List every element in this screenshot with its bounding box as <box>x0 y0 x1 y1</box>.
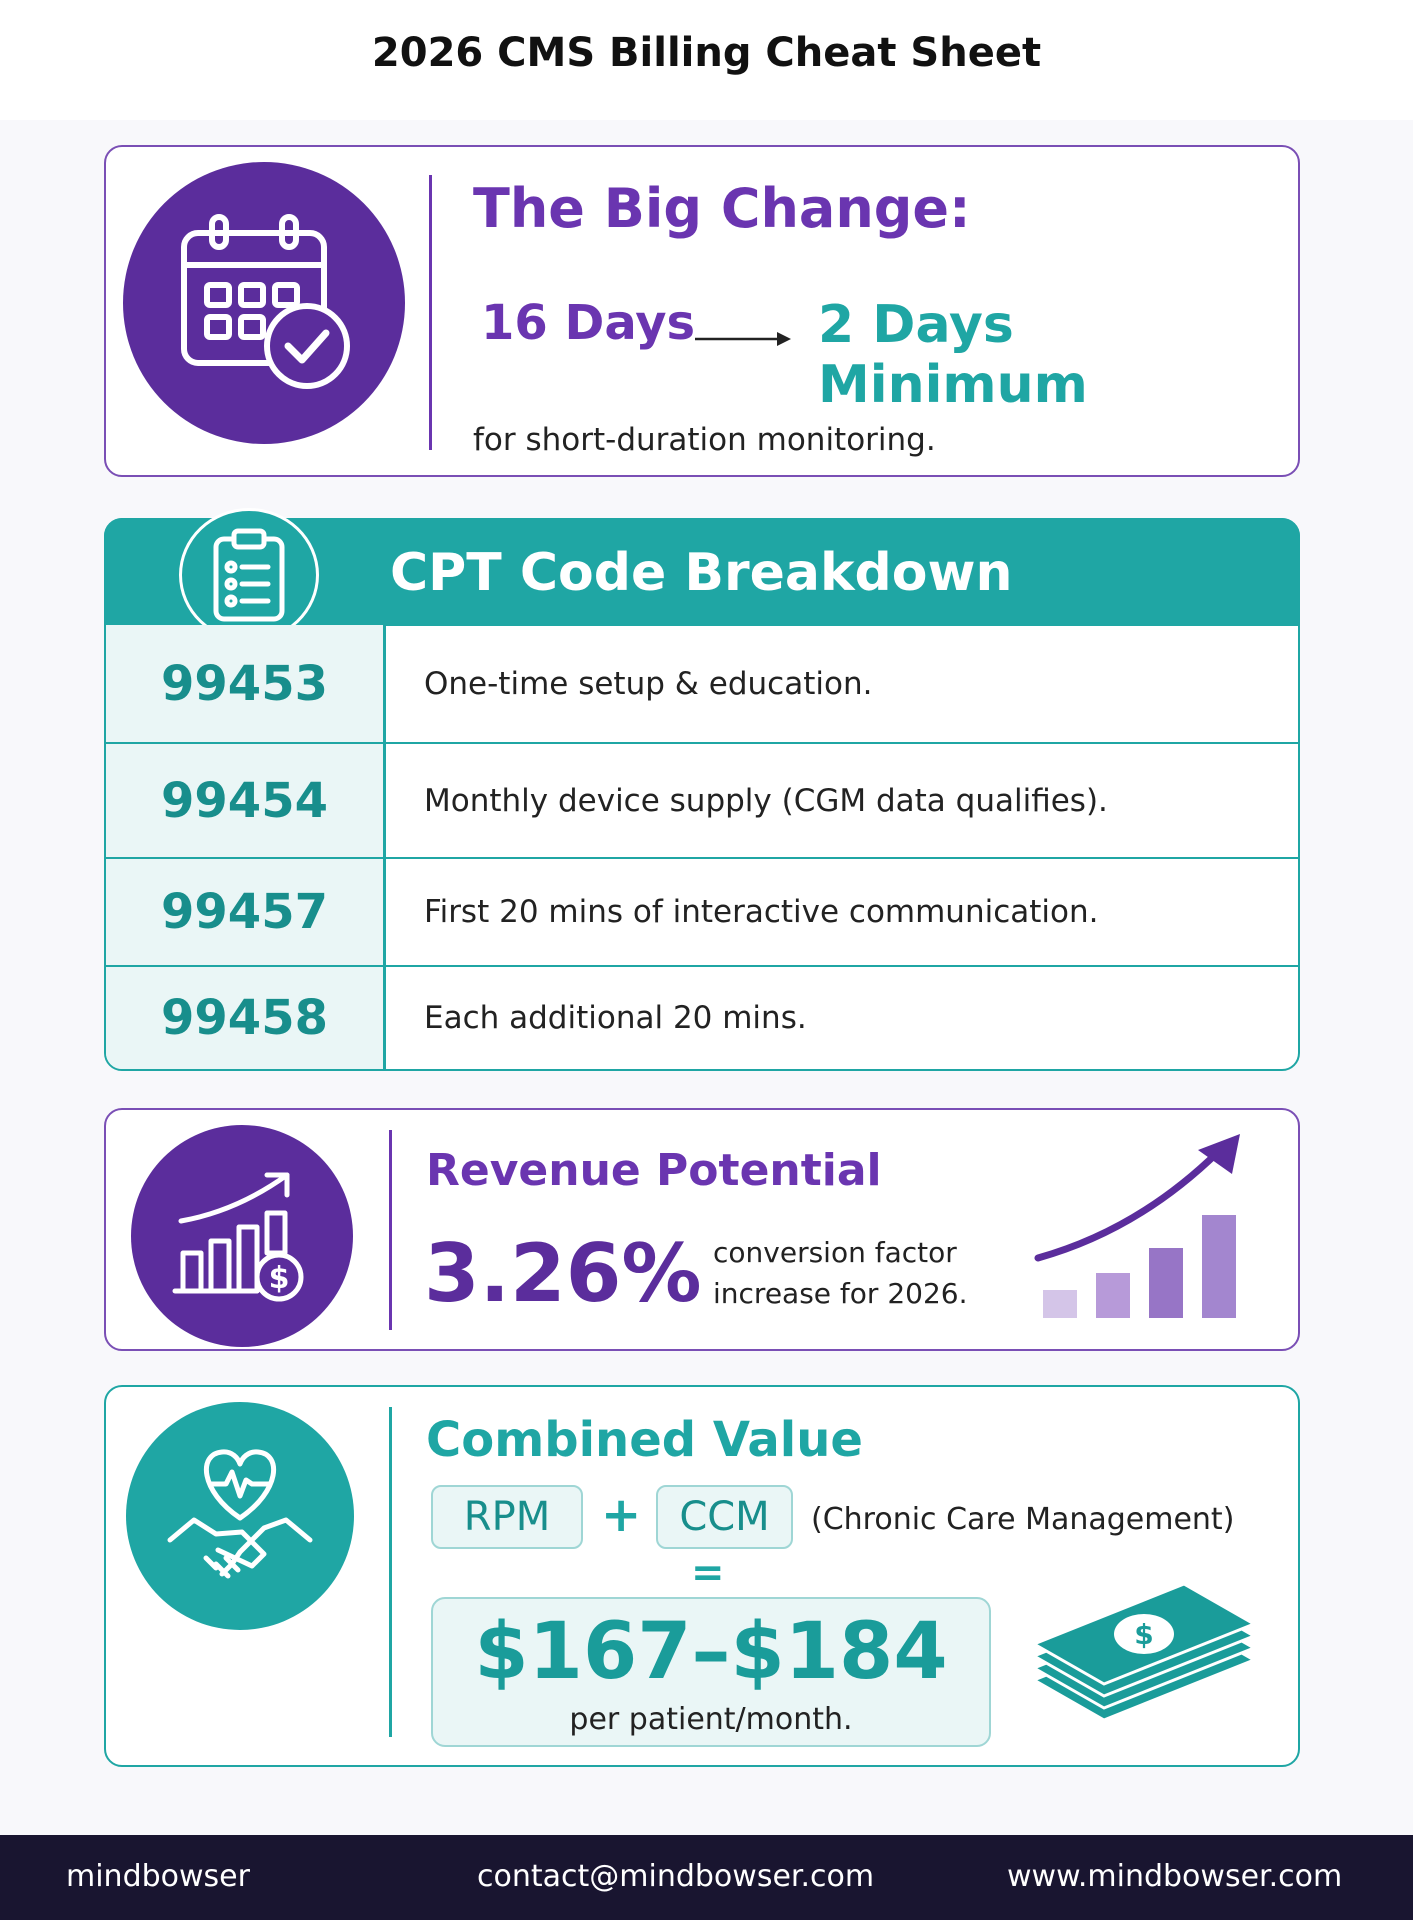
cpt-description: Each additional 20 mins. <box>424 1000 807 1036</box>
days-to: 2 Days Minimum <box>818 295 1088 415</box>
table-row: 99457 First 20 mins of interactive commu… <box>106 857 1298 965</box>
website-link[interactable]: www.mindbowser.com <box>1007 1859 1343 1894</box>
revenue-circle: $ <box>131 1125 353 1347</box>
calendar-circle <box>123 162 405 444</box>
table-row: 99454 Monthly device supply (CGM data qu… <box>106 742 1298 857</box>
revenue-note: conversion factor increase for 2026. <box>713 1232 967 1314</box>
plus-sign: + <box>601 1487 642 1543</box>
equals-sign: = <box>691 1550 725 1596</box>
cpt-code: 99454 <box>106 744 386 857</box>
cpt-code: 99457 <box>106 859 386 965</box>
divider <box>429 175 432 450</box>
svg-text:$: $ <box>269 1261 290 1296</box>
rpm-pill: RPM <box>431 1485 583 1549</box>
svg-text:$: $ <box>1134 1618 1153 1651</box>
clipboard-list-icon <box>213 528 285 622</box>
revenue-note-line2: increase for 2026. <box>713 1277 968 1310</box>
heart-handshake-icon <box>167 1449 313 1579</box>
big-change-card: The Big Change: 16 Days 2 Days Minimum f… <box>104 145 1300 477</box>
contact-email[interactable]: contact@mindbowser.com <box>477 1859 875 1894</box>
table-row: 99453 One-time setup & education. <box>106 625 1298 742</box>
combined-heading: Combined Value <box>426 1412 863 1468</box>
total-amount: $167–$184 <box>474 1607 948 1697</box>
ccm-note: (Chronic Care Management) <box>811 1502 1235 1537</box>
big-change-note: for short-duration monitoring. <box>473 422 936 458</box>
clipboard-circle <box>179 508 319 642</box>
divider <box>389 1130 392 1330</box>
total-box: $167–$184 per patient/month. <box>431 1597 991 1747</box>
footer: mindbowser contact@mindbowser.com www.mi… <box>0 1835 1413 1920</box>
page-title: 2026 CMS Billing Cheat Sheet <box>371 30 1042 76</box>
cash-stack-icon: $ <box>1030 1582 1258 1722</box>
combined-value-card: Combined Value RPM + CCM (Chronic Care M… <box>104 1385 1300 1767</box>
cpt-code: 99458 <box>106 967 386 1069</box>
ccm-pill: CCM <box>656 1485 793 1549</box>
revenue-heading: Revenue Potential <box>426 1145 882 1196</box>
days-from: 16 Days <box>481 295 696 351</box>
brand-logo: mindbowser <box>66 1859 250 1894</box>
revenue-percentage: 3.26% <box>424 1227 702 1320</box>
right-arrow-icon <box>695 332 791 346</box>
cpt-breakdown-card: CPT Code Breakdown 99453 One-time setup … <box>104 508 1300 1071</box>
care-circle <box>126 1402 354 1630</box>
cpt-description: Monthly device supply (CGM data qualifie… <box>424 782 1108 819</box>
calendar-check-icon <box>181 214 350 389</box>
revenue-note-line1: conversion factor <box>713 1236 957 1269</box>
table-row: 99458 Each additional 20 mins. <box>106 965 1298 1069</box>
revenue-potential-card: $ Revenue Potential 3.26% conversion fac… <box>104 1108 1300 1351</box>
cpt-code: 99453 <box>106 625 386 742</box>
revenue-growth-icon: $ <box>172 1172 304 1302</box>
cpt-description: One-time setup & education. <box>424 665 873 702</box>
rising-bar-chart-icon <box>1034 1134 1240 1318</box>
cpt-description: First 20 mins of interactive communicati… <box>424 894 1099 930</box>
big-change-heading: The Big Change: <box>473 177 971 240</box>
cpt-heading: CPT Code Breakdown <box>390 543 1013 603</box>
divider <box>389 1407 392 1737</box>
total-note: per patient/month. <box>569 1702 853 1737</box>
